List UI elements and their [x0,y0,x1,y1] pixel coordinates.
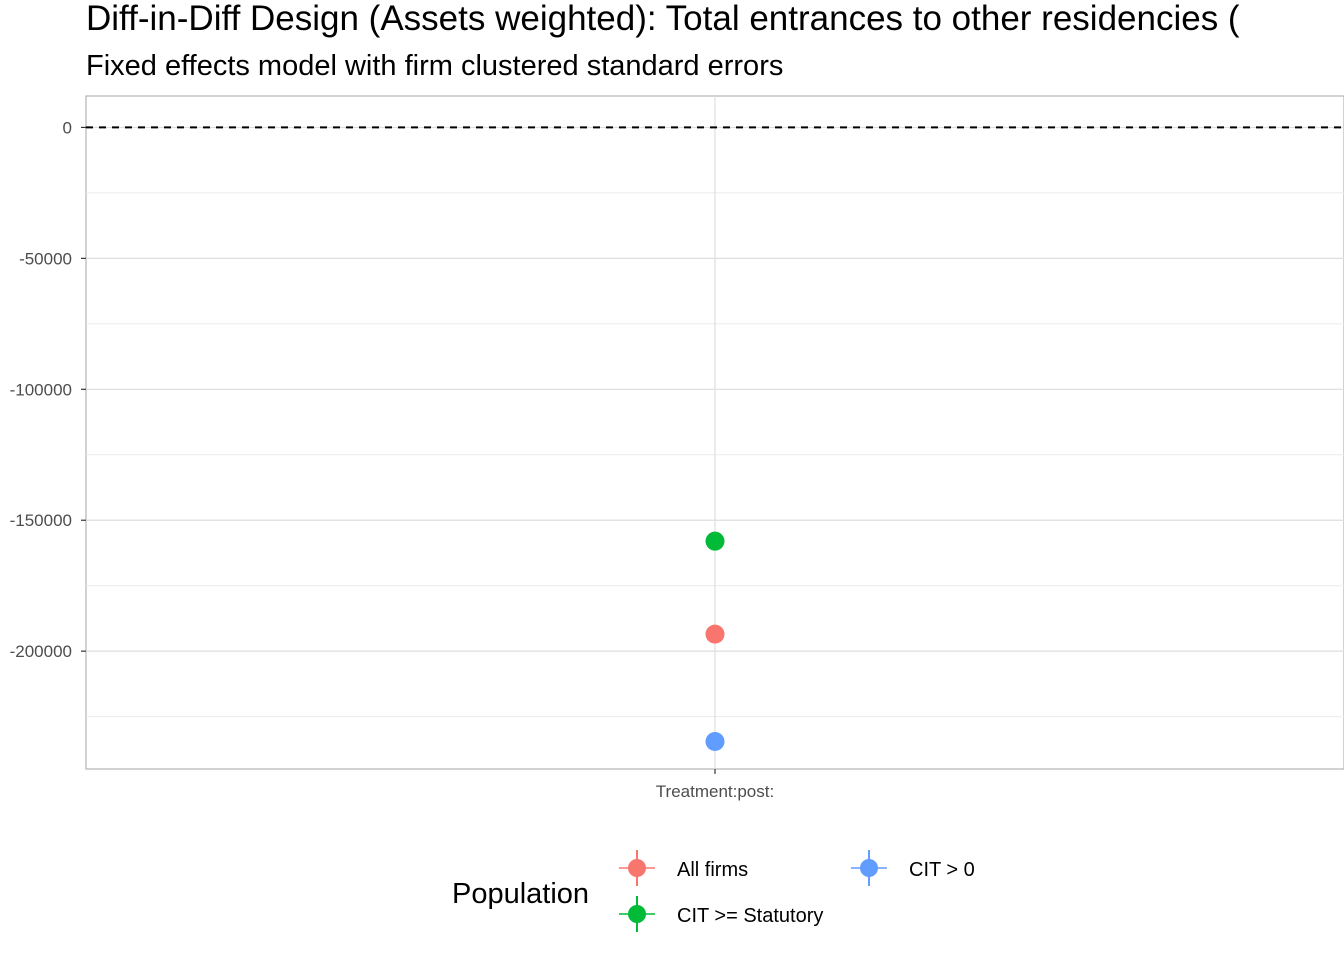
legend-item-cit-positive: CIT > 0 [851,850,975,886]
x-axis-ticks: Treatment:post: [656,769,774,801]
legend-label: CIT > 0 [909,859,975,881]
data-point [705,531,725,551]
data-points [705,531,725,752]
data-point [705,624,725,644]
major-grid [86,96,1344,769]
legend-key-point [860,859,878,877]
y-tick-label: -200000 [10,642,72,661]
chart-subtitle: Fixed effects model with firm clustered … [86,50,783,82]
legend-label: CIT >= Statutory [677,905,823,927]
y-tick-label: -100000 [10,380,72,399]
legend-item-cit-statutory: CIT >= Statutory [619,896,823,932]
y-tick-label: 0 [63,118,72,137]
legend: Population All firms CIT >= Statutory CI… [452,850,975,932]
legend-key-point [628,905,646,923]
y-tick-label: -50000 [19,249,72,268]
legend-item-all-firms: All firms [619,850,748,886]
plot-area [85,95,1344,770]
legend-title: Population [452,878,589,910]
x-tick-label: Treatment:post: [656,782,774,801]
data-point [705,732,725,752]
chart-title: Diff-in-Diff Design (Assets weighted): T… [86,0,1240,38]
y-tick-label: -150000 [10,511,72,530]
legend-key-point [628,859,646,877]
legend-label: All firms [677,859,748,881]
y-axis-ticks: 0 -50000 -100000 -150000 -200000 [10,118,86,661]
